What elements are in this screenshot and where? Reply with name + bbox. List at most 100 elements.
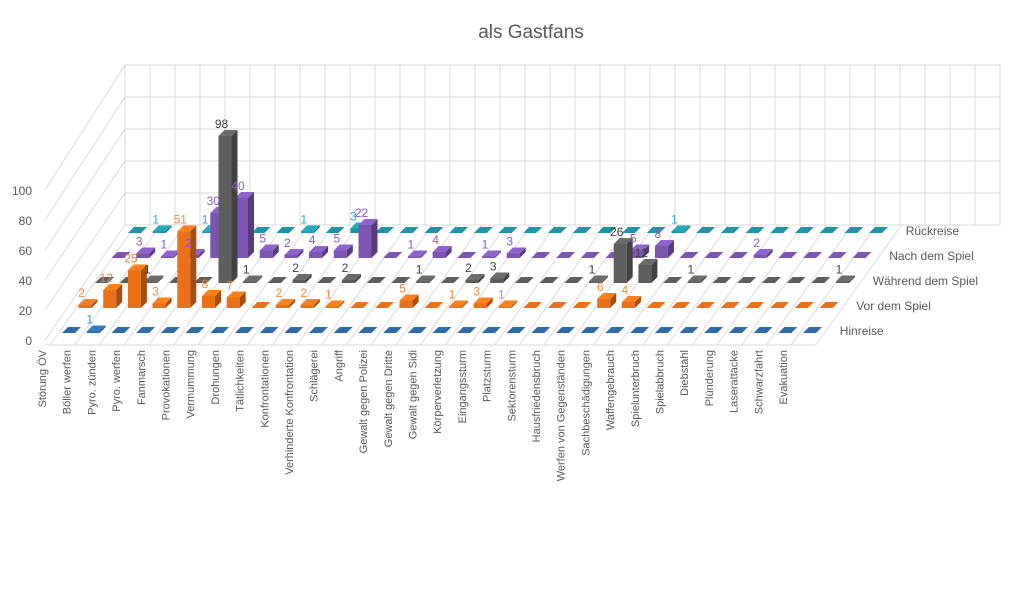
- bar-side: [486, 297, 493, 308]
- side-gridline: [44, 160, 126, 281]
- bar-side: [445, 246, 452, 258]
- bar: [638, 259, 658, 283]
- category-label: Werfen von Gegenständen: [556, 350, 568, 481]
- bar-front: [309, 252, 323, 258]
- category-label: Platzsturm: [482, 350, 494, 402]
- bar-side: [420, 250, 427, 258]
- bar: [704, 252, 724, 258]
- bar-side: [198, 249, 205, 258]
- bar-top: [737, 277, 757, 283]
- data-label: 1: [144, 263, 151, 277]
- bar: [531, 252, 551, 258]
- bar-top: [745, 302, 765, 308]
- series-label: Hinreise: [840, 324, 884, 338]
- bar-top: [679, 327, 699, 333]
- bar-front: [202, 231, 216, 233]
- bar: [383, 252, 403, 258]
- data-label: 5: [399, 282, 406, 296]
- bar-top: [333, 244, 353, 251]
- floor-gridline: [49, 224, 137, 346]
- bar-front: [300, 231, 314, 233]
- bar-top: [144, 275, 164, 282]
- bar-side: [165, 297, 172, 308]
- bar: [177, 225, 197, 308]
- bar-side: [116, 284, 123, 308]
- category-label: Pyro. werfen: [111, 350, 123, 412]
- bar: [259, 327, 279, 333]
- side-gridline: [44, 128, 126, 251]
- bar: [646, 227, 666, 233]
- bar-top: [547, 227, 567, 233]
- bar: [144, 275, 164, 283]
- bar-front: [836, 281, 849, 283]
- bar-top: [226, 291, 246, 298]
- bar-top: [770, 227, 790, 233]
- data-label: 1: [449, 288, 456, 302]
- floor-gridline: [222, 224, 310, 346]
- bar-top: [473, 297, 493, 304]
- bar: [597, 227, 617, 233]
- bar-top: [622, 227, 641, 233]
- bar-top: [309, 246, 329, 252]
- data-label: 12: [635, 246, 649, 260]
- category-label: Laserattacke: [729, 350, 741, 413]
- bar: [267, 277, 287, 283]
- bar: [539, 277, 559, 283]
- bar-top: [128, 227, 147, 233]
- bar: [811, 277, 831, 283]
- bar-front: [202, 296, 215, 308]
- bar-top: [202, 290, 221, 296]
- category-label: Spielunterbruch: [630, 350, 642, 427]
- data-label: 3: [152, 285, 159, 299]
- bar-side: [429, 275, 436, 283]
- bar: [375, 227, 394, 233]
- bar: [383, 327, 403, 333]
- bar-top: [663, 277, 683, 283]
- data-label: 12: [100, 271, 114, 285]
- bar: [745, 302, 765, 308]
- bar-top: [416, 275, 436, 282]
- bar-side: [651, 259, 658, 283]
- bar-front: [284, 255, 298, 258]
- bar: [465, 274, 485, 283]
- bar-top: [572, 302, 592, 308]
- bar-top: [152, 225, 172, 232]
- bar-top: [284, 249, 304, 255]
- bar-top: [506, 247, 526, 254]
- bar-top: [136, 247, 156, 254]
- bar-top: [375, 227, 394, 233]
- y-tick-label: 100: [12, 184, 32, 198]
- bar: [679, 252, 699, 258]
- y-tick-label: 0: [25, 334, 32, 348]
- bar: [111, 327, 131, 333]
- data-label: 3: [506, 235, 513, 249]
- bar-top: [284, 327, 304, 333]
- bar-top: [498, 227, 518, 233]
- series-axis: Hinreise Vor dem Spiel Während dem Spiel Na…: [840, 224, 978, 338]
- category-label: Fanmarsch: [136, 350, 148, 405]
- bar: [514, 277, 534, 283]
- bar: [729, 252, 748, 258]
- bar-top: [473, 227, 493, 233]
- bar-top: [160, 250, 180, 257]
- bar-top: [869, 227, 888, 233]
- bar-top: [654, 240, 674, 246]
- bar-front: [638, 265, 652, 283]
- bar-top: [424, 227, 444, 233]
- bar-side: [462, 300, 468, 308]
- bar: [613, 238, 633, 283]
- data-label: 8: [202, 277, 209, 291]
- bar: [62, 327, 81, 333]
- category-label: Sachbeschädigungen: [580, 350, 592, 456]
- bar: [284, 327, 304, 333]
- bar-top: [267, 277, 287, 283]
- bar: [564, 277, 584, 283]
- bar-top: [654, 327, 674, 333]
- floor-gridline: [420, 224, 507, 346]
- floor-gridline: [815, 224, 902, 346]
- bar: [490, 272, 510, 283]
- bar-front: [152, 303, 166, 308]
- bar: [457, 252, 477, 258]
- data-label: 2: [78, 286, 85, 300]
- bar-top: [440, 277, 460, 283]
